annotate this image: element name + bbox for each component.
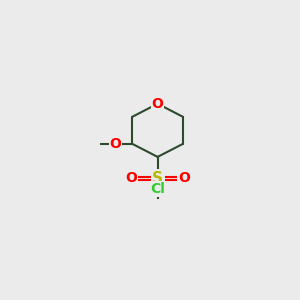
Text: O: O [178,172,190,185]
Text: O: O [125,172,137,185]
Text: O: O [109,137,121,151]
Text: O: O [152,97,164,111]
Text: S: S [152,171,163,186]
Text: Cl: Cl [150,182,165,196]
